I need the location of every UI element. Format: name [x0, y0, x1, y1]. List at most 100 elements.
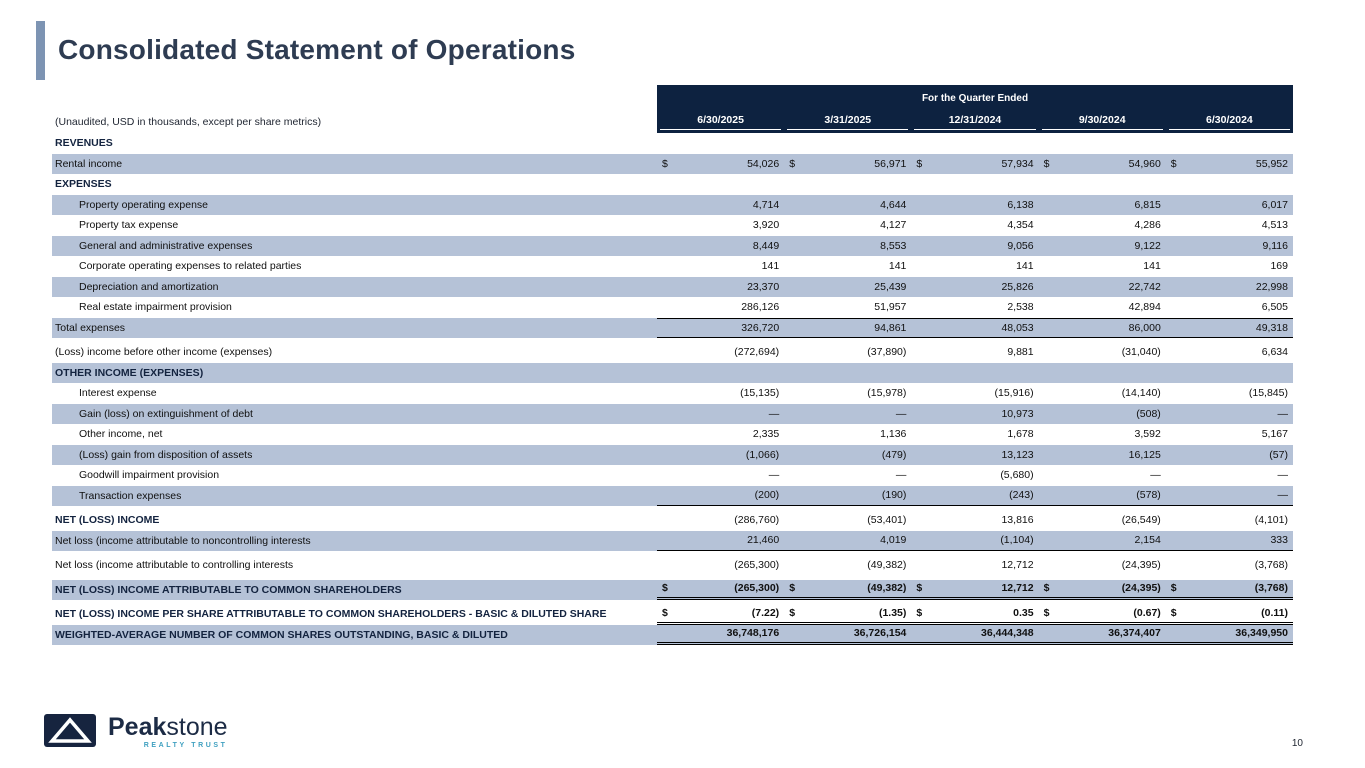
value-cell: (15,135) [657, 383, 784, 404]
table-row: NET (LOSS) INCOME PER SHARE ATTRIBUTABLE… [52, 604, 1293, 625]
value: 286,126 [741, 301, 780, 314]
value-cell: 36,374,407 [1038, 625, 1166, 645]
value-cell: (15,845) [1166, 383, 1293, 404]
value: (24,395) [1121, 582, 1161, 595]
value-cell: $ (24,395) [1038, 580, 1166, 600]
value-cell: 1,678 [911, 424, 1038, 445]
value-cell: 8,553 [784, 236, 911, 257]
value: 169 [1270, 260, 1288, 273]
value: 8,553 [880, 239, 907, 252]
value: 16,125 [1128, 448, 1161, 461]
value: 0.35 [1013, 606, 1034, 619]
value-cell: $57,934 [911, 154, 1038, 175]
table-row: Corporate operating expenses to related … [52, 256, 1293, 277]
value: 2,154 [1134, 534, 1161, 547]
title-accent-bar [36, 21, 45, 80]
value-cell: (200) [657, 486, 785, 506]
column-header: 6/30/2025 [657, 107, 785, 133]
value-cell: 4,714 [657, 195, 784, 216]
currency-symbol: $ [662, 157, 668, 170]
table-row: NET (LOSS) INCOME ATTRIBUTABLE TO COMMON… [52, 579, 1293, 600]
value: 1,136 [880, 428, 907, 441]
value: (15,135) [740, 387, 780, 400]
value: 55,952 [1255, 157, 1288, 170]
value-cell: 4,019 [784, 531, 912, 551]
currency-symbol: $ [1170, 582, 1177, 595]
value-cell: $0.35 [911, 604, 1039, 625]
value: (31,040) [1121, 346, 1161, 359]
value: 141 [1143, 260, 1161, 273]
value: (5,680) [1000, 469, 1034, 482]
value: (1.35) [878, 606, 907, 619]
currency-symbol: $ [789, 582, 796, 595]
value: 4,286 [1134, 219, 1161, 232]
peakstone-logo-icon [44, 714, 96, 747]
table-row: Real estate impairment provision 286,126 5… [52, 297, 1293, 318]
value: (508) [1136, 407, 1161, 420]
section-row: EXPENSES [52, 174, 1293, 195]
value-cell: — [657, 404, 784, 425]
value: 36,748,176 [726, 627, 780, 640]
value-cell: 13,123 [911, 445, 1038, 466]
value: (37,890) [867, 346, 907, 359]
value-cell: 2,538 [911, 297, 1038, 318]
table-row: Property operating expense 4,714 4,644 6,13… [52, 194, 1293, 216]
value-cell: 9,056 [911, 236, 1038, 257]
value-cell: 2,154 [1038, 531, 1166, 551]
value-cell: (243) [911, 486, 1039, 506]
value-cell: (26,549) [1039, 510, 1166, 531]
row-label: Other income, net [79, 428, 163, 441]
table-note: (Unaudited, USD in thousands, except per… [55, 116, 322, 128]
value: (265,300) [734, 582, 780, 595]
row-label: Goodwill impairment provision [79, 469, 220, 482]
row-label: Property tax expense [79, 219, 179, 232]
value: 3,592 [1134, 428, 1161, 441]
value: 6,505 [1261, 301, 1288, 314]
value-cell: 4,513 [1166, 215, 1293, 236]
value: 49,318 [1255, 321, 1288, 334]
value: 9,122 [1134, 239, 1161, 252]
value-cell: (53,401) [784, 510, 911, 531]
value: (272,694) [734, 346, 780, 359]
currency-symbol: $ [916, 606, 923, 619]
value-cell: 9,881 [911, 342, 1038, 363]
value: — [895, 407, 907, 420]
value: — [1150, 469, 1161, 482]
footer-logo: Peakstone REALTY TRUST [44, 714, 228, 749]
value-cell: 22,998 [1166, 277, 1293, 298]
value-cell: $54,960 [1039, 154, 1166, 175]
value-cell: 141 [911, 256, 1038, 277]
value: (0.67) [1133, 606, 1161, 619]
row-label: General and administrative expenses [79, 239, 253, 252]
value-cell: 94,861 [784, 317, 912, 338]
row-label: Property operating expense [79, 198, 208, 211]
value: (26,549) [1121, 514, 1161, 527]
value-cell: — [657, 465, 784, 486]
value: (1,104) [1000, 534, 1034, 547]
value-cell: (15,916) [911, 383, 1038, 404]
column-header: 12/31/2024 [911, 107, 1039, 133]
value-cell: $56,971 [784, 154, 911, 175]
table-row: WEIGHTED-AVERAGE NUMBER OF COMMON SHARES… [52, 624, 1293, 645]
value-cell: $55,952 [1166, 154, 1293, 175]
row-label: NET (LOSS) INCOME [55, 514, 160, 527]
value: (7.22) [751, 606, 780, 619]
value: — [768, 407, 780, 420]
value: (286,760) [734, 514, 780, 527]
value-cell: 25,439 [784, 277, 911, 298]
value: 22,742 [1128, 280, 1161, 293]
table-row: Transaction expenses (200) (190) (243) (578)… [52, 485, 1293, 506]
value: 8,449 [752, 239, 780, 252]
value-cell: 4,644 [784, 195, 911, 216]
statement-table: For the Quarter Ended (Unaudited, USD in… [52, 85, 1293, 645]
page-number: 10 [1291, 738, 1303, 749]
value-cell: (1,104) [911, 531, 1039, 551]
value-cell: 3,592 [1039, 424, 1166, 445]
value: 9,881 [1007, 346, 1034, 359]
table-body: REVENUES Rental income $54,026 $56,971 $57,9… [52, 133, 1293, 645]
table-row: Interest expense (15,135) (15,978) (15,916)… [52, 383, 1293, 404]
value-cell: 6,017 [1166, 195, 1293, 216]
value-cell: (4,101) [1166, 510, 1293, 531]
row-label: Interest expense [79, 387, 157, 400]
value-cell: $ (1.35) [784, 604, 912, 625]
